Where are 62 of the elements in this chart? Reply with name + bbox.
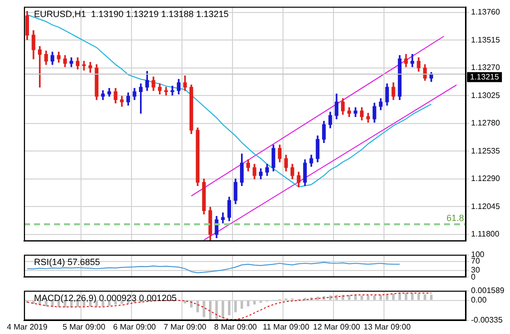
bar	[240, 300, 244, 309]
bar	[392, 294, 395, 300]
bar	[366, 296, 370, 300]
bar	[430, 294, 433, 300]
bar	[417, 294, 420, 300]
bar	[184, 300, 186, 304]
bar	[120, 300, 124, 304]
y-tick-label: 1.12780	[471, 118, 500, 128]
y-tick-label: 0.00	[471, 296, 488, 305]
bar	[222, 300, 224, 318]
y-tick-label: 1.13025	[471, 90, 500, 100]
bar	[253, 300, 256, 305]
y-tick-label: 0	[471, 272, 476, 282]
x-tick-label: 5 Mar 09:00	[62, 322, 106, 332]
bar	[386, 294, 388, 300]
y-tick-label: 30	[471, 266, 480, 275]
x-tick-label: 7 Mar 09:00	[164, 322, 207, 332]
bar	[102, 300, 104, 306]
line-series	[26, 292, 432, 320]
y-tick-label: 0.001589	[471, 286, 505, 296]
x-tick-label: 8 Mar 09:00	[214, 322, 258, 332]
bar	[95, 300, 98, 307]
bar	[316, 296, 319, 300]
bar	[335, 294, 338, 300]
bar	[373, 296, 376, 300]
y-tick-label: 1.13515	[471, 35, 500, 44]
x-tick-label: 4 Mar 2019	[6, 322, 48, 332]
bar	[379, 294, 382, 300]
chart-title: RSI(14) 57.6855	[34, 256, 100, 267]
bar	[215, 300, 218, 320]
bar	[328, 296, 332, 300]
bar	[126, 300, 130, 304]
y-tick-label: 70	[471, 256, 480, 266]
y-tick-label: -0.00335	[471, 316, 504, 325]
x-tick-label: 13 Mar 09:00	[364, 322, 412, 332]
bar	[114, 300, 117, 305]
y-tick-label: 1.12045	[471, 202, 500, 211]
bar	[234, 300, 237, 312]
bar	[228, 300, 230, 316]
chart-title: MACD(12,26,9) 0.000923 0.001205	[34, 292, 177, 303]
bar	[424, 294, 426, 300]
bar	[354, 294, 357, 300]
bar	[398, 293, 401, 300]
bar	[348, 294, 350, 300]
bar	[360, 296, 364, 300]
bar	[246, 300, 250, 306]
y-tick-label: 1.13270	[471, 63, 500, 72]
x-tick-label: 6 Mar 09:00	[113, 322, 156, 332]
bar	[196, 300, 199, 312]
annotation: 61.8	[446, 213, 464, 224]
bar	[202, 300, 206, 318]
y-tick-label: 1.12535	[471, 146, 500, 156]
bar	[404, 293, 408, 300]
y-tick-label: 1.13760	[471, 8, 500, 17]
x-tick-label: 12 Mar 09:00	[312, 322, 361, 332]
y-tick-label: 1.11800	[471, 230, 500, 239]
bar	[209, 300, 212, 320]
x-tick-label: 11 Mar 09:00	[262, 322, 310, 332]
y-tick-label: 1.12290	[471, 174, 500, 184]
bar	[411, 293, 414, 300]
ref-line-label: 1.13215	[470, 72, 500, 82]
chart-title: EURUSD,H1 1.13190 1.13219 1.13188 1.13215	[34, 8, 229, 19]
